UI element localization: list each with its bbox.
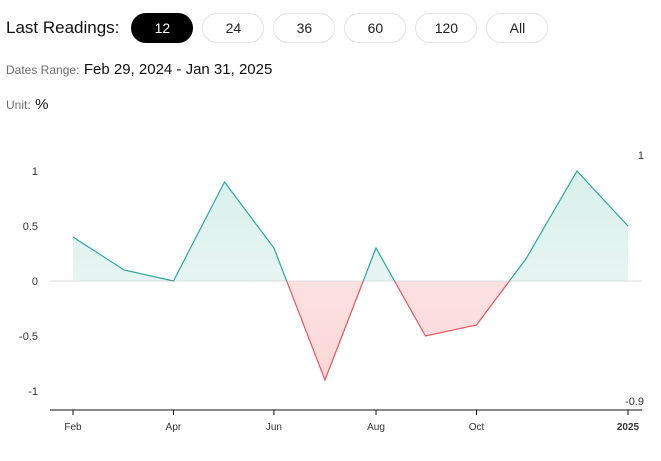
last-readings-label: Last Readings:: [6, 18, 120, 37]
negative-area: [73, 281, 628, 380]
dates-range-value: Feb 29, 2024 - Jan 31, 2025: [83, 61, 273, 78]
range-option-button[interactable]: All: [486, 13, 549, 43]
max-value-label: 1: [638, 150, 644, 162]
x-tick-label: Oct: [469, 422, 485, 433]
unit-value: %: [35, 96, 49, 113]
dates-range-label: Dates Range:: [6, 63, 80, 77]
series-line-negative: [170, 281, 511, 382]
unit-info: Unit: %: [6, 96, 48, 114]
min-value-label: -0.9: [625, 396, 644, 408]
x-tick-label: Aug: [367, 422, 385, 433]
y-tick-label: -0.5: [19, 331, 38, 343]
y-tick-label: 0.5: [23, 221, 38, 233]
y-tick-label: -1: [28, 386, 38, 398]
unit-label: Unit:: [6, 98, 31, 112]
x-tick-label: 2025: [617, 422, 640, 433]
range-selector: 12 24 36 60 120 All: [131, 13, 549, 43]
range-option-button[interactable]: 12: [131, 13, 194, 43]
range-option-button[interactable]: 60: [344, 13, 407, 43]
y-tick-label: 0: [32, 276, 38, 288]
range-option-button[interactable]: 24: [202, 13, 265, 43]
dates-range: Dates Range: Feb 29, 2024 - Jan 31, 2025: [6, 61, 272, 79]
range-option-button[interactable]: 120: [415, 13, 478, 43]
range-option-button[interactable]: 36: [273, 13, 336, 43]
x-tick-label: Feb: [64, 422, 82, 433]
last-readings-toolbar: Last Readings: 12 24 36 60 120 All: [6, 12, 549, 44]
positive-area: [73, 171, 628, 281]
x-tick-label: Apr: [166, 422, 182, 433]
series-line-positive: [72, 169, 629, 281]
x-tick-label: Jun: [266, 422, 282, 433]
y-tick-label: 1: [32, 166, 38, 178]
